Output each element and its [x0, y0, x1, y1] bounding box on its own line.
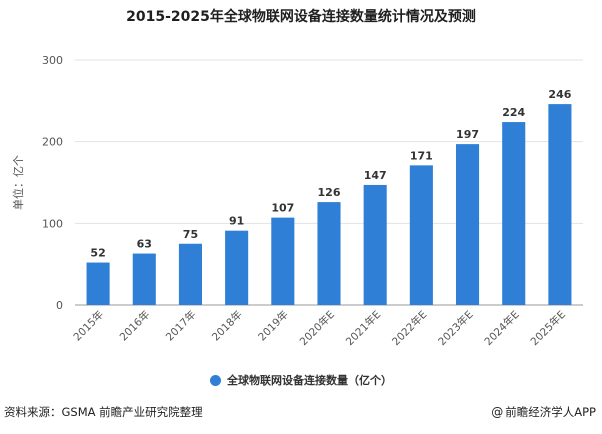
x-tick-label: 2021年E [343, 308, 383, 348]
data-label: 147 [364, 169, 387, 182]
y-tick-label: 300 [42, 54, 63, 67]
data-label: 171 [410, 149, 433, 162]
data-label: 91 [229, 215, 244, 228]
data-label: 197 [456, 128, 479, 141]
x-tick-label: 2019年 [255, 308, 291, 344]
legend-swatch [210, 375, 221, 386]
x-tick-label: 2023年E [435, 308, 475, 348]
bar [132, 253, 156, 305]
y-axis-label: 单位：亿个 [11, 155, 25, 210]
chart-title: 2015-2025年全球物联网设备连接数量统计情况及预测 [126, 9, 476, 25]
y-tick-label: 200 [42, 136, 63, 149]
x-tick-label: 2025年E [528, 308, 568, 348]
bar [409, 165, 433, 305]
legend-label: 全球物联网设备连接数量（亿个） [227, 374, 392, 387]
bar [456, 144, 480, 305]
data-label: 63 [137, 238, 152, 251]
bar [502, 122, 526, 305]
data-label: 52 [90, 247, 105, 260]
bar [225, 230, 249, 305]
x-tick-label: 2016年 [117, 308, 153, 344]
x-tick-label: 2024年E [482, 308, 522, 348]
data-label: 75 [183, 228, 198, 241]
brand-label: 前瞻经济学人APP [505, 405, 596, 419]
data-label: 246 [548, 88, 571, 101]
source-note: 资料来源：GSMA 前瞻产业研究院整理 [4, 405, 203, 419]
bar [86, 262, 110, 305]
brand-credit: @ 前瞻经济学人APP [491, 404, 596, 420]
x-tick-label: 2022年E [389, 308, 429, 348]
data-label: 107 [271, 202, 294, 215]
bar [548, 104, 572, 305]
x-tick-label: 2020年E [297, 308, 337, 348]
x-tick-label: 2015年 [71, 308, 107, 344]
x-tick-label: 2018年 [209, 308, 245, 344]
bar [271, 217, 295, 305]
x-tick-label: 2017年 [163, 308, 199, 344]
y-tick-label: 100 [42, 217, 63, 230]
bar-chart: 0 100 200 300 单位：亿个 52 63 75 91 107 126 147 171 197 22… [11, 54, 583, 348]
at-icon: @ [491, 405, 504, 419]
bar [317, 202, 341, 305]
data-label: 126 [318, 186, 341, 199]
bar [363, 184, 387, 305]
bar [178, 243, 202, 305]
data-label: 224 [502, 106, 525, 119]
legend: 全球物联网设备连接数量（亿个） [0, 372, 602, 388]
y-tick-label: 0 [56, 299, 63, 312]
